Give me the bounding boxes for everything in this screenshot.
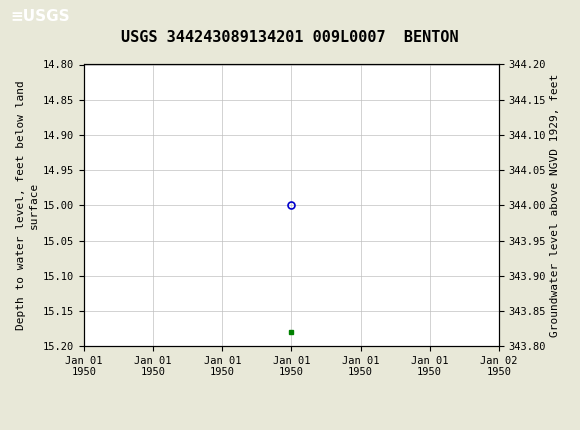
Y-axis label: Groundwater level above NGVD 1929, feet: Groundwater level above NGVD 1929, feet [550,74,560,337]
Text: ≡USGS: ≡USGS [10,9,70,24]
Y-axis label: Depth to water level, feet below land
surface: Depth to water level, feet below land su… [16,80,39,330]
Text: USGS 344243089134201 009L0007  BENTON: USGS 344243089134201 009L0007 BENTON [121,30,459,45]
